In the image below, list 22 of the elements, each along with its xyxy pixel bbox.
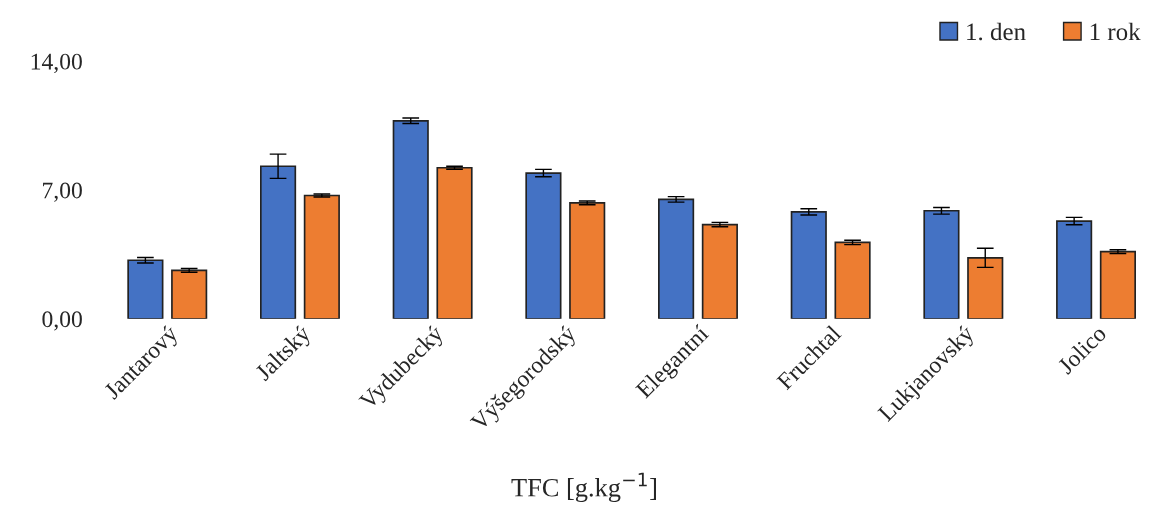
legend-label: 1. den	[967, 22, 1026, 41]
y-tick-label: 7,00	[43, 182, 82, 202]
bar	[701, 223, 738, 319]
bar	[436, 166, 473, 319]
y-tick-label: 14,00	[31, 53, 82, 74]
bar	[790, 211, 827, 319]
bar	[1056, 220, 1093, 319]
x-axis-title: TFC [g.kg$^{−1}$]	[511, 472, 656, 503]
bar	[525, 172, 562, 319]
bar	[1099, 250, 1137, 319]
bar	[303, 194, 340, 319]
bar	[259, 165, 297, 319]
bar	[171, 269, 208, 319]
bar	[127, 259, 164, 319]
bar	[834, 241, 871, 319]
bar	[967, 257, 1004, 319]
bar	[923, 209, 960, 319]
bar	[392, 119, 429, 319]
bar	[569, 202, 606, 319]
legend-label: 1 rok	[1090, 22, 1141, 41]
bar	[658, 198, 695, 319]
y-tick-label: 0,00	[42, 311, 82, 331]
